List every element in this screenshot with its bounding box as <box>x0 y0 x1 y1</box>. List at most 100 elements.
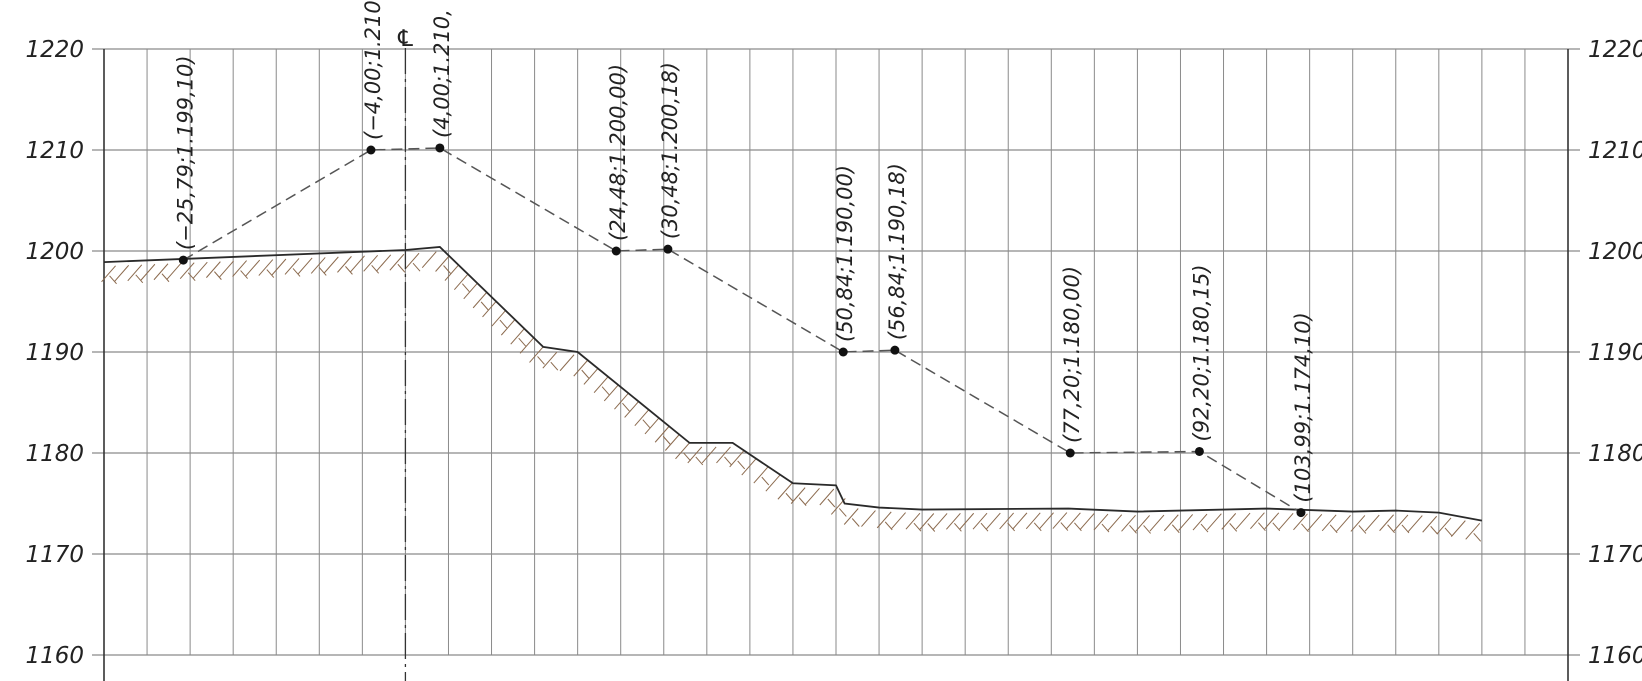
hatch-stroke <box>412 262 421 272</box>
hatch-stroke <box>1293 513 1308 531</box>
hatch-stroke <box>499 319 508 329</box>
design-point-label: (24,48;1.200,00) <box>606 64 630 241</box>
hatch-stroke <box>1012 512 1028 530</box>
design-points: (−25,79;1.199,10) (−4,00;1.210 (4,00;1.210… <box>173 0 1315 518</box>
hatch-stroke <box>323 256 339 274</box>
design-point-marker <box>890 345 900 355</box>
hatch-stroke <box>642 419 651 429</box>
hatch-stroke <box>1450 520 1466 537</box>
design-point-label: (56,84;1.190,18) <box>885 163 909 340</box>
hatch-stroke <box>1200 523 1209 533</box>
hatch-stroke <box>1149 514 1165 532</box>
ground-hatching <box>101 251 1482 542</box>
hatch-stroke <box>1393 514 1409 532</box>
hatch-stroke <box>1401 524 1410 534</box>
hatch-stroke <box>1093 513 1109 531</box>
hatch-stroke <box>624 401 639 418</box>
hatch-stroke <box>1436 517 1452 535</box>
hatch-stroke <box>932 513 948 530</box>
hatch-stroke <box>397 263 406 273</box>
y-tick-label-right: 1170 <box>1588 542 1642 568</box>
hatch-stroke <box>573 359 589 377</box>
y-tick-label-left: 1200 <box>25 239 84 265</box>
hatch-stroke <box>838 508 847 517</box>
hatch-stroke <box>798 497 807 506</box>
hatch-stroke <box>266 269 275 278</box>
hatch-stroke <box>245 259 261 277</box>
hatch-stroke <box>1272 522 1281 532</box>
hatch-stroke <box>271 258 287 276</box>
hatch-stroke <box>919 513 935 530</box>
hatch-stroke <box>861 510 876 527</box>
design-point-label: (−25,79;1.199,10) <box>173 55 197 250</box>
hatch-stroke <box>537 356 545 365</box>
hatch-stroke <box>593 376 609 393</box>
hatch-stroke <box>959 512 975 530</box>
hatch-stroke <box>337 256 352 273</box>
hatch-stroke <box>1101 523 1110 533</box>
hatch-stroke <box>1379 514 1394 532</box>
centerline: ℄ <box>395 26 416 681</box>
hatch-stroke <box>376 254 392 272</box>
hatch-stroke <box>500 318 516 336</box>
hatch-stroke <box>1135 515 1150 532</box>
hatch-stroke <box>1465 522 1481 540</box>
hatch-stroke <box>683 452 691 462</box>
design-point-marker <box>611 246 621 256</box>
hatch-stroke <box>214 271 222 280</box>
hatch-stroke <box>913 522 922 532</box>
hatch-stroke <box>583 368 599 385</box>
hatch-stroke <box>603 384 619 402</box>
y-tick-label-left: 1170 <box>25 542 84 568</box>
y-tick-label-left: 1220 <box>25 37 84 63</box>
hatch-stroke <box>741 458 757 476</box>
hatch-stroke <box>1264 512 1280 530</box>
hatch-stroke <box>1358 525 1367 534</box>
hatch-stroke <box>1329 524 1338 534</box>
hatch-stroke <box>518 337 527 347</box>
hatch-stroke <box>318 267 327 276</box>
y-tick-label-right: 1210 <box>1588 138 1642 164</box>
hatch-stroke <box>1407 515 1423 532</box>
y-tick-label-left: 1180 <box>25 441 84 467</box>
design-point-label: (4,00;1.210, <box>430 9 454 138</box>
hatch-stroke <box>985 512 1001 530</box>
hatch-stroke <box>453 273 469 291</box>
hatch-stroke <box>876 511 892 529</box>
hatch-stroke <box>827 498 836 508</box>
hatch-stroke <box>258 259 274 276</box>
hatch-stroke <box>1121 514 1136 532</box>
y-tick-label-right: 1160 <box>1588 643 1642 669</box>
design-point-marker <box>366 145 376 155</box>
design-profile <box>182 147 1302 514</box>
design-point-marker <box>838 347 848 357</box>
hatch-stroke <box>1350 515 1366 532</box>
hatch-stroke <box>127 264 143 282</box>
design-point-marker <box>1194 446 1204 456</box>
hatch-stroke <box>1473 532 1482 542</box>
hatch-stroke <box>542 351 558 369</box>
hatch-stroke <box>737 460 746 470</box>
hatch-stroke <box>581 369 590 379</box>
hatch-stroke <box>884 521 893 531</box>
hatch-stroke <box>219 260 234 278</box>
hatch-stroke <box>206 261 221 278</box>
hatch-stroke <box>404 252 420 270</box>
hatch-stroke <box>491 309 507 327</box>
hatch-stroke <box>662 435 671 445</box>
hatch-stroke <box>805 487 820 505</box>
hatch-stroke <box>1143 525 1151 534</box>
design-point-marker <box>663 244 673 254</box>
hatch-stroke <box>480 301 489 311</box>
hatch-stroke <box>724 456 732 466</box>
hatch-stroke <box>1206 513 1222 531</box>
design-point-marker <box>1296 508 1306 518</box>
hatch-stroke <box>1422 515 1438 533</box>
hatch-stroke <box>482 300 497 318</box>
hatch-stroke <box>140 263 156 281</box>
horizontal-grid-lines <box>92 48 1580 656</box>
hatch-stroke <box>634 409 650 427</box>
hatch-stroke <box>310 257 326 274</box>
hatch-stroke <box>114 264 130 282</box>
hatch-stroke <box>614 392 629 410</box>
